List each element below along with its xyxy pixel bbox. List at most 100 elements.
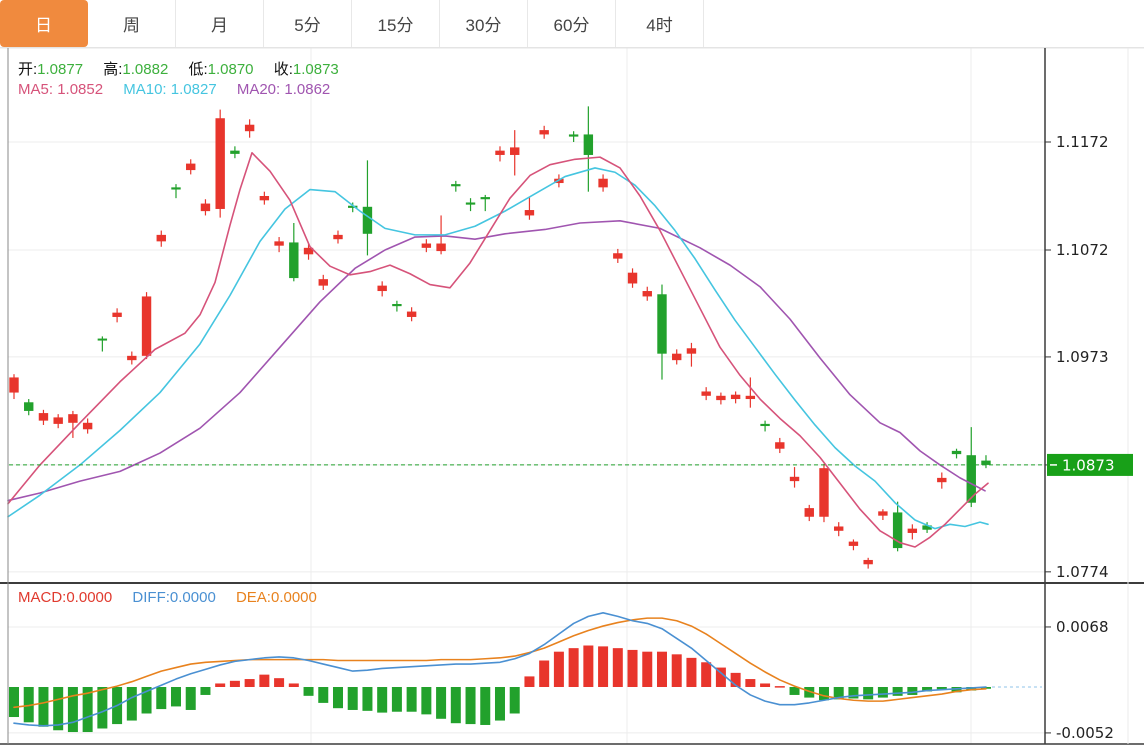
macd-bar (583, 645, 593, 687)
diff-label: DIFF: (132, 589, 170, 606)
candle-body (657, 294, 666, 353)
candle-body (981, 461, 990, 465)
candle-body (760, 424, 769, 426)
macd-bar (554, 652, 564, 687)
high-value: 1.0882 (122, 61, 168, 78)
macd-value: 0.0000 (66, 589, 112, 606)
open-value: 1.0877 (37, 61, 83, 78)
candle-body (525, 210, 534, 215)
macd-bar (907, 687, 917, 695)
macd-bar (480, 687, 490, 725)
candle-body (510, 147, 519, 155)
ma10-line (8, 168, 988, 529)
candle-body (908, 529, 917, 533)
macd-bar (819, 687, 829, 700)
ma5-line (8, 153, 988, 547)
macd-bar (421, 687, 431, 714)
macd-bar (524, 676, 534, 687)
macd-bar (760, 683, 770, 687)
macd-bar (156, 687, 166, 709)
macd-bar (436, 687, 446, 719)
current-price-tag-label: 1.0873 (1062, 456, 1115, 474)
macd-bar (186, 687, 196, 710)
candle-body (628, 273, 637, 284)
ma20-line (8, 221, 985, 501)
macd-bar (200, 687, 210, 695)
macd-bar (215, 683, 225, 687)
macd-bar (127, 687, 137, 721)
macd-legend: MACD:0.0000 DIFF:0.0000 DEA:0.0000 (18, 589, 333, 606)
macd-bar (510, 687, 520, 713)
ma-legend: MA5: 1.0852 MA10: 1.0827 MA20: 1.0862 (18, 81, 346, 98)
macd-bar (863, 687, 873, 699)
ma10-value: 1.0827 (171, 81, 217, 98)
candle-body (9, 377, 18, 392)
ma20-value: 1.0862 (284, 81, 330, 98)
macd-bar (230, 681, 240, 687)
price-tick-label: 1.0973 (1056, 348, 1109, 366)
candle-body (363, 207, 372, 234)
macd-bar (539, 661, 549, 687)
candle-body (701, 391, 710, 395)
candle-body (613, 253, 622, 258)
macd-label: MACD: (18, 589, 66, 606)
candle-body (392, 304, 401, 306)
candle-body (274, 241, 283, 245)
candle-body (805, 508, 814, 517)
candle-body (746, 396, 755, 399)
dea-value: 0.0000 (271, 589, 317, 606)
candle-body (171, 187, 180, 189)
chart-canvas[interactable]: 1.11721.10721.09731.07740.0068-0.00521.0… (0, 0, 1144, 750)
kline-app: 日周月5分15分30分60分4时 开:1.0877 高:1.0882 低:1.0… (0, 0, 1144, 750)
macd-bar (274, 678, 284, 687)
macd-bar (775, 686, 785, 688)
macd-bar (68, 687, 78, 732)
low-label: 低: (188, 61, 207, 78)
candle-body (83, 423, 92, 429)
dea-label: DEA: (236, 589, 271, 606)
ma5-value: 1.0852 (57, 81, 103, 98)
candle-body (39, 413, 48, 421)
candle-body (53, 417, 62, 423)
candle-body (849, 542, 858, 546)
macd-bar (304, 687, 314, 696)
candle-body (289, 242, 298, 278)
macd-bar (38, 687, 48, 727)
candle-body (481, 197, 490, 199)
macd-bar (598, 646, 608, 687)
candle-body (716, 396, 725, 400)
candle-body (495, 151, 504, 155)
candle-body (731, 395, 740, 399)
candle-body (790, 477, 799, 481)
high-label: 高: (103, 61, 122, 78)
macd-bar (672, 654, 682, 687)
candle-body (127, 356, 136, 360)
candle-body (598, 179, 607, 188)
candle-body (407, 312, 416, 317)
ma20-label: MA20: (237, 81, 280, 98)
candle-body (834, 526, 843, 530)
macd-bar (377, 687, 387, 713)
candle-body (937, 478, 946, 482)
candle-body (68, 414, 77, 423)
candle-body (863, 560, 872, 564)
macd-bar (495, 687, 505, 721)
macd-bar (628, 650, 638, 687)
price-tick-label: 1.1172 (1056, 133, 1109, 151)
macd-bar (893, 687, 903, 696)
candle-body (142, 296, 151, 355)
macd-bar (569, 648, 579, 687)
candle-body (775, 442, 784, 448)
macd-bar (333, 687, 343, 708)
candle-body (186, 164, 195, 170)
candle-body (201, 204, 210, 212)
macd-bar (9, 687, 19, 717)
candle-body (157, 235, 166, 241)
macd-bar (657, 652, 667, 687)
ohlc-legend: 开:1.0877 高:1.0882 低:1.0870 收:1.0873 (18, 58, 355, 79)
candle-body (451, 184, 460, 186)
candle-body (539, 130, 548, 134)
candle-body (584, 134, 593, 155)
candle-body (24, 402, 33, 411)
macd-bar (362, 687, 372, 711)
